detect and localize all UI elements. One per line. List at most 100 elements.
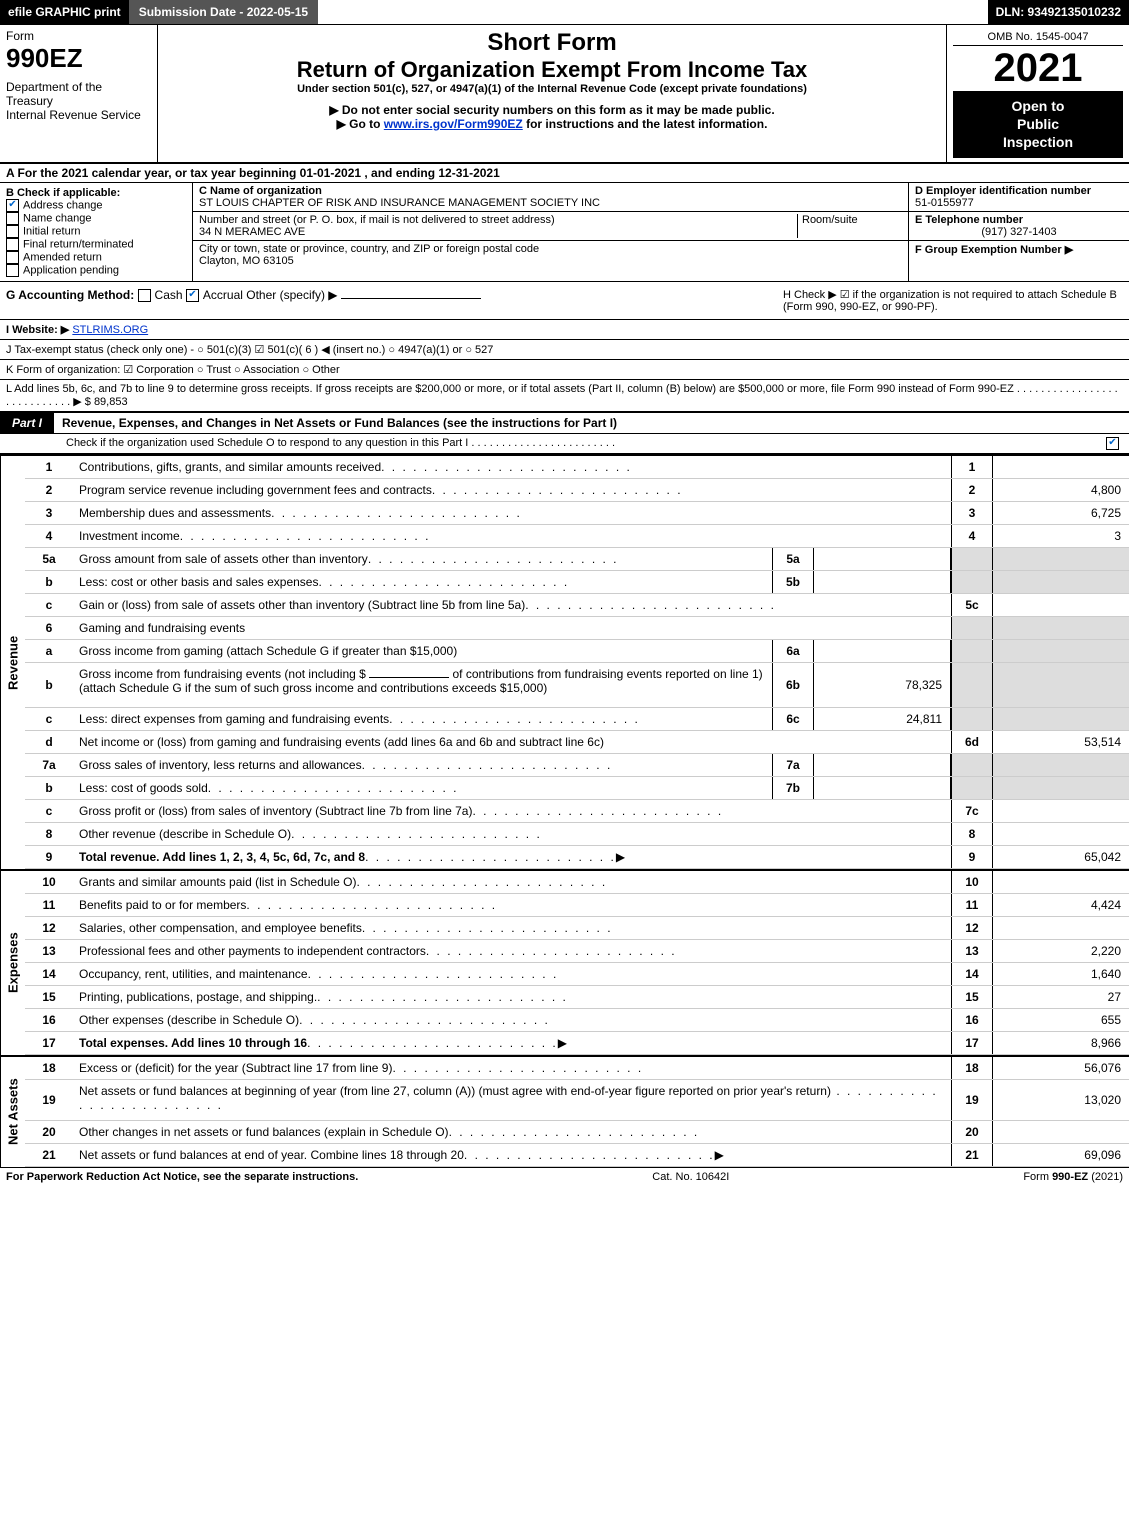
irs-link[interactable]: www.irs.gov/Form990EZ: [384, 117, 523, 131]
section-a-tax-year: A For the 2021 calendar year, or tax yea…: [0, 164, 1129, 183]
line-desc: Gross income from fundraising events (no…: [73, 663, 772, 707]
line-num: 14: [25, 963, 73, 985]
part1-check-row: Check if the organization used Schedule …: [0, 434, 1129, 454]
right-val-shaded: [993, 663, 1129, 707]
right-num: 8: [951, 823, 993, 845]
page-footer: For Paperwork Reduction Act Notice, see …: [0, 1167, 1129, 1186]
open-public-badge: Open to Public Inspection: [953, 91, 1123, 158]
header-left-col: Form 990EZ Department of the Treasury In…: [0, 25, 158, 162]
line-num: 15: [25, 986, 73, 1008]
right-val: 4,424: [993, 894, 1129, 916]
website-link[interactable]: STLRIMS.ORG: [72, 324, 148, 336]
checkbox-icon: [6, 238, 19, 251]
right-val: 6,725: [993, 502, 1129, 524]
checkbox-icon: [6, 199, 19, 212]
form-word: Form: [6, 29, 151, 43]
mid-num: 6c: [772, 708, 814, 730]
right-val: 4,800: [993, 479, 1129, 501]
line-num: 8: [25, 823, 73, 845]
dln-label: DLN: 93492135010232: [988, 0, 1129, 24]
right-val: [993, 594, 1129, 616]
right-num-shaded: [951, 617, 993, 639]
footer-suffix: (2021): [1088, 1171, 1123, 1183]
line-6c: c Less: direct expenses from gaming and …: [25, 708, 1129, 731]
line-desc: Excess or (deficit) for the year (Subtra…: [73, 1057, 951, 1079]
org-city: Clayton, MO 63105: [199, 255, 902, 267]
right-val: 56,076: [993, 1057, 1129, 1079]
line-desc: Salaries, other compensation, and employ…: [73, 917, 951, 939]
right-num: 14: [951, 963, 993, 985]
i-label: I Website: ▶: [6, 324, 69, 336]
line-desc: Membership dues and assessments: [73, 502, 951, 524]
line-desc: Benefits paid to or for members: [73, 894, 951, 916]
footer-left: For Paperwork Reduction Act Notice, see …: [6, 1171, 358, 1183]
part1-tab: Part I: [0, 413, 54, 433]
right-num: 18: [951, 1057, 993, 1079]
right-val: 69,096: [993, 1144, 1129, 1166]
right-val-shaded: [993, 754, 1129, 776]
line-2: 2 Program service revenue including gove…: [25, 479, 1129, 502]
line-num: 5a: [25, 548, 73, 570]
part1-checkbox[interactable]: [1106, 437, 1119, 450]
line-3: 3 Membership dues and assessments 3 6,72…: [25, 502, 1129, 525]
section-b-checkboxes: B Check if applicable: Address change Na…: [0, 183, 193, 281]
cb-label: Application pending: [23, 264, 119, 276]
line-desc: Program service revenue including govern…: [73, 479, 951, 501]
section-b-title: B Check if applicable:: [6, 187, 186, 199]
mid-num: 6b: [772, 663, 814, 707]
right-val: [993, 823, 1129, 845]
line-desc: Net assets or fund balances at end of ye…: [73, 1144, 951, 1166]
right-num: 16: [951, 1009, 993, 1031]
line-num: 16: [25, 1009, 73, 1031]
line-desc: Gaming and fundraising events: [73, 617, 951, 639]
line-desc: Printing, publications, postage, and shi…: [73, 986, 951, 1008]
cb-label: Address change: [23, 199, 103, 211]
line-num: b: [25, 571, 73, 593]
subtitle: Under section 501(c), 527, or 4947(a)(1)…: [164, 83, 940, 95]
right-num: 11: [951, 894, 993, 916]
line-desc: Other changes in net assets or fund bala…: [73, 1121, 951, 1143]
right-val-shaded: [993, 640, 1129, 662]
line-10: 10 Grants and similar amounts paid (list…: [25, 871, 1129, 894]
cb-accrual[interactable]: [186, 289, 199, 302]
right-val: 3: [993, 525, 1129, 547]
netassets-side-label: Net Assets: [0, 1057, 25, 1167]
cb-application-pending[interactable]: Application pending: [6, 264, 186, 277]
line-17: 17 Total expenses. Add lines 10 through …: [25, 1032, 1129, 1055]
right-num-shaded: [951, 640, 993, 662]
cb-cash[interactable]: [138, 289, 151, 302]
accrual-label: Accrual: [203, 288, 243, 302]
section-gh: G Accounting Method: Cash Accrual Other …: [0, 282, 1129, 320]
d-ein-label: D Employer identification number: [915, 185, 1123, 197]
mid-num: 5b: [772, 571, 814, 593]
org-name: ST LOUIS CHAPTER OF RISK AND INSURANCE M…: [199, 197, 902, 209]
line-num: b: [25, 777, 73, 799]
right-num: 15: [951, 986, 993, 1008]
line-desc: Less: cost or other basis and sales expe…: [73, 571, 772, 593]
line-desc: Gain or (loss) from sale of assets other…: [73, 594, 951, 616]
line-16: 16 Other expenses (describe in Schedule …: [25, 1009, 1129, 1032]
expenses-lines: 10 Grants and similar amounts paid (list…: [25, 871, 1129, 1055]
cb-initial-return[interactable]: Initial return: [6, 225, 186, 238]
line-8: 8 Other revenue (describe in Schedule O)…: [25, 823, 1129, 846]
city-label: City or town, state or province, country…: [199, 243, 902, 255]
line-desc: Investment income: [73, 525, 951, 547]
right-val-shaded: [993, 617, 1129, 639]
org-address: 34 N MERAMEC AVE: [199, 226, 797, 238]
line-num: 17: [25, 1032, 73, 1054]
cb-amended-return[interactable]: Amended return: [6, 251, 186, 264]
cb-label: Amended return: [23, 251, 102, 263]
cb-address-change[interactable]: Address change: [6, 199, 186, 212]
right-num-shaded: [951, 777, 993, 799]
cb-name-change[interactable]: Name change: [6, 212, 186, 225]
line-num: 1: [25, 456, 73, 478]
line-desc: Other expenses (describe in Schedule O): [73, 1009, 951, 1031]
mid-num: 7b: [772, 777, 814, 799]
section-g: G Accounting Method: Cash Accrual Other …: [6, 288, 783, 313]
cb-final-return[interactable]: Final return/terminated: [6, 238, 186, 251]
right-num: 6d: [951, 731, 993, 753]
form-number: 990EZ: [6, 43, 151, 74]
line-9: 9 Total revenue. Add lines 1, 2, 3, 4, 5…: [25, 846, 1129, 869]
efile-print-label[interactable]: efile GRAPHIC print: [0, 0, 129, 24]
right-num: 10: [951, 871, 993, 893]
